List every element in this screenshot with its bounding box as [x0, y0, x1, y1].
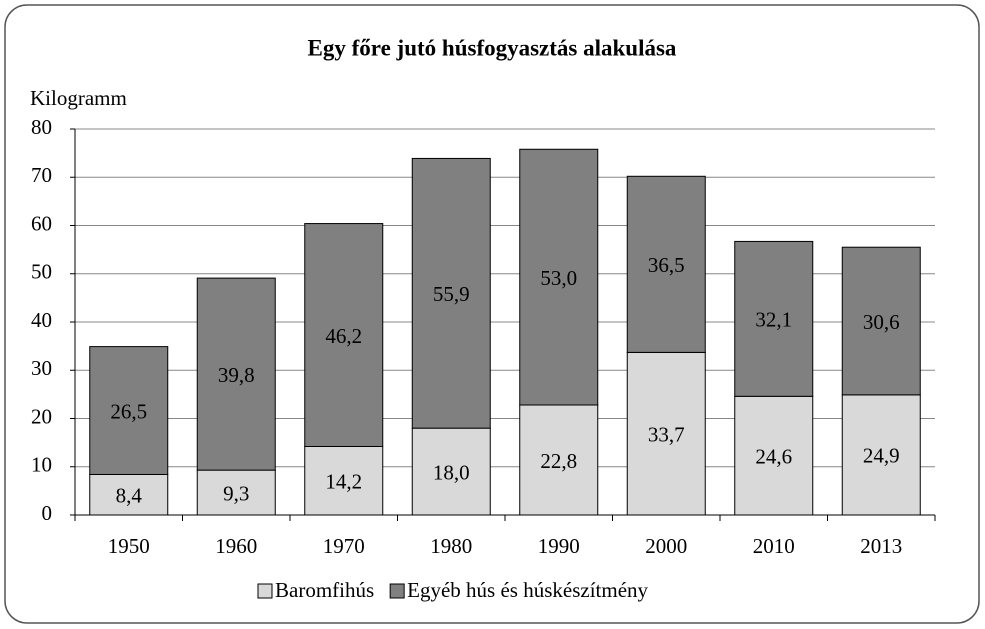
y-tick-label: 20 — [31, 404, 52, 428]
chart-frame — [4, 4, 980, 624]
data-label: 32,1 — [755, 308, 792, 332]
y-tick-label: 30 — [31, 356, 52, 380]
bar-segment — [841, 246, 921, 396]
data-label: 33,7 — [648, 423, 685, 447]
data-label: 9,3 — [223, 481, 249, 505]
data-label: 46,2 — [325, 324, 362, 348]
x-tick-label: 1980 — [430, 534, 472, 558]
y-tick-label: 0 — [42, 501, 53, 525]
data-label: 30,6 — [863, 310, 900, 334]
x-tick-label: 1950 — [108, 534, 150, 558]
data-label: 24,9 — [863, 444, 900, 468]
bar-segment — [304, 223, 384, 447]
y-axis-label: Kilogramm — [30, 86, 127, 110]
y-tick-label: 40 — [31, 308, 52, 332]
data-label: 36,5 — [648, 253, 685, 277]
x-tick-label: 1990 — [538, 534, 580, 558]
bar-segment — [519, 404, 599, 516]
data-label: 39,8 — [218, 363, 255, 387]
x-tick-label: 2010 — [753, 534, 795, 558]
y-tick-label: 50 — [31, 260, 52, 284]
chart-title: Egy főre jutó húsfogyasztás alakulása — [308, 35, 677, 60]
data-label: 22,8 — [540, 449, 577, 473]
bar-segment — [89, 473, 169, 516]
y-tick-label: 70 — [31, 163, 52, 187]
data-label: 24,6 — [755, 444, 792, 468]
bar-segment — [626, 351, 706, 516]
legend-swatch — [257, 583, 273, 599]
data-label: 55,9 — [433, 282, 470, 306]
y-tick-label: 80 — [31, 115, 52, 139]
y-tick-label: 60 — [31, 211, 52, 235]
bar-segment — [196, 277, 276, 471]
y-tick-label: 10 — [31, 453, 52, 477]
bar-segment — [734, 395, 814, 516]
x-tick-label: 1970 — [323, 534, 365, 558]
bar-segment — [304, 445, 384, 516]
bar-segment — [519, 148, 599, 406]
bar-segment — [734, 240, 814, 397]
bar-segment — [841, 394, 921, 516]
data-label: 18,0 — [433, 460, 470, 484]
bar-segment — [196, 469, 276, 516]
x-tick-label: 1960 — [215, 534, 257, 558]
bar-segment — [626, 175, 706, 353]
legend-label: Egyéb hús és húskészítmény — [407, 578, 648, 602]
x-tick-label: 2013 — [860, 534, 902, 558]
data-label: 14,2 — [325, 470, 362, 494]
bar-segment — [89, 346, 169, 475]
x-tick-label: 2000 — [645, 534, 687, 558]
data-label: 8,4 — [116, 484, 143, 508]
legend-label: Baromfihús — [275, 578, 374, 602]
data-label: 26,5 — [110, 399, 147, 423]
bar-segment — [411, 427, 491, 516]
data-label: 53,0 — [540, 266, 577, 290]
bar-segment — [411, 157, 491, 429]
legend-swatch — [389, 583, 405, 599]
